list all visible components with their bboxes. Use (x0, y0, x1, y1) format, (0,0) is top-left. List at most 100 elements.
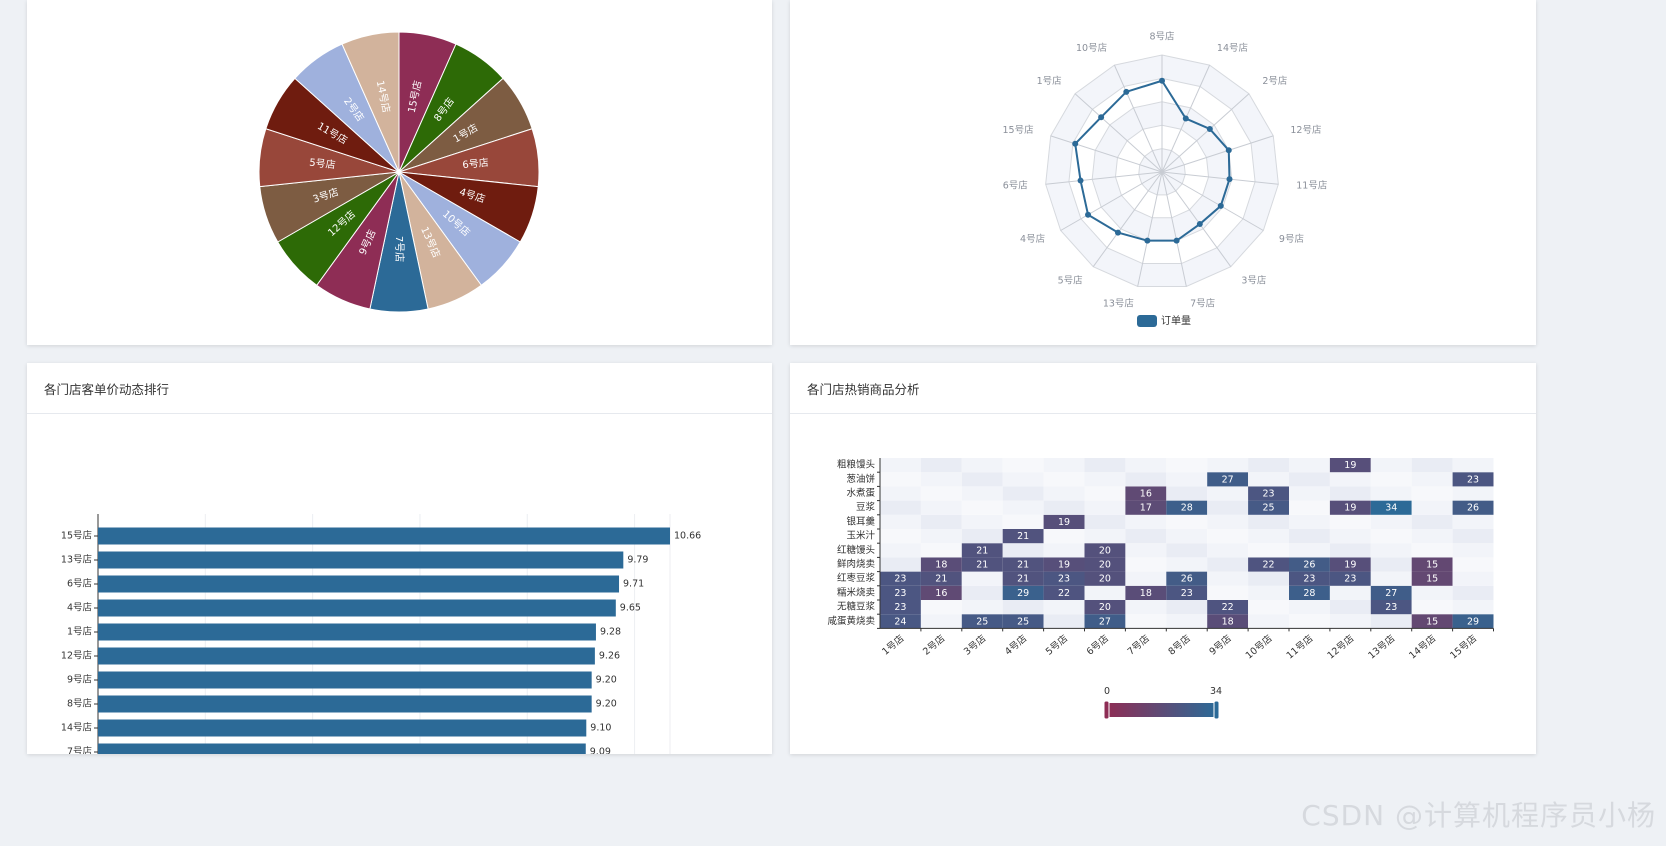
heatmap-cell (1166, 614, 1208, 629)
heatmap-cell (1329, 458, 1371, 473)
heatmap-cell (880, 557, 921, 572)
heatmap-cell-value: 16 (935, 588, 947, 599)
heatmap-cell-value: 19 (1344, 560, 1356, 571)
heatmap-cell (1084, 529, 1126, 544)
heatmap-cell (1166, 585, 1208, 600)
heatmap-cell (1084, 571, 1126, 586)
heatmap-cell (1125, 514, 1167, 529)
heatmap-cell (1002, 614, 1044, 629)
bar (98, 551, 624, 569)
heatmap-cell (880, 571, 921, 586)
radar-panel: 8号店 14号店 2号店 12号店 11号店 9号店 3号店 7号店 13号店 5号店 4号店 6号店… (790, 0, 1536, 345)
radar-chart: 8号店 14号店 2号店 12号店 11号店 9号店 3号店 7号店 13号店 5号店 4号店 6号店… (1003, 31, 1327, 327)
heatmap-cell (1166, 458, 1208, 473)
bar (98, 647, 595, 665)
heatmap-cell (1289, 614, 1330, 629)
heatmap-cell-value: 28 (1303, 588, 1315, 599)
heatmap-cell (1207, 486, 1249, 501)
heatmap-cell (880, 529, 921, 544)
radar-indicator-label: 5号店 (1058, 275, 1083, 287)
heatmap-cell (1002, 557, 1044, 572)
bar-value-label: 9.09 (590, 747, 611, 755)
heatmap-cell (1329, 486, 1371, 501)
heatmap-cell-value: 23 (1263, 489, 1275, 500)
heatmap-cell (1166, 557, 1208, 572)
heatmap-cell (1002, 543, 1044, 558)
heatmap-cell (1248, 571, 1289, 586)
heatmap-cell (1002, 600, 1044, 615)
heatmap-cell (1166, 500, 1208, 515)
radar-indicator-label: 6号店 (1003, 180, 1028, 192)
bar-value-label: 9.20 (596, 699, 617, 710)
y-category-label: 粗粮馒头 (837, 459, 875, 471)
bar-chart: 024681010.6615号店10.6613号店9.796号店9.714号店9… (61, 514, 701, 781)
heatmap-cell (1370, 571, 1412, 586)
heatmap-cell (1002, 486, 1044, 501)
heatmap-cell (1248, 472, 1289, 487)
heatmap-cell (1043, 585, 1085, 600)
radar-point (1098, 114, 1105, 121)
radar-indicator-label: 2号店 (1262, 75, 1287, 87)
heatmap-cell-value: 18 (1140, 588, 1152, 599)
heatmap-cell (1452, 614, 1494, 629)
heatmap-cell (1248, 486, 1289, 501)
heatmap-cell (1125, 486, 1167, 501)
radar-indicator-label: 15号店 (1003, 124, 1034, 136)
heatmap-cell-value: 25 (1263, 503, 1275, 514)
heatmap-cell (1411, 557, 1453, 572)
y-category-label: 水煮蛋 (846, 487, 875, 499)
heatmap-cell (1411, 514, 1453, 529)
x-category-label: 11号店 (1284, 632, 1316, 661)
radar-axis (1161, 135, 1274, 173)
heatmap-cell (1043, 529, 1085, 544)
y-category-label: 无糖豆浆 (837, 601, 876, 613)
heatmap-cell (1166, 472, 1208, 487)
heatmap-cell (961, 472, 1003, 487)
heatmap-cell-value: 26 (1467, 503, 1479, 514)
y-category-label: 7号店 (67, 746, 92, 755)
heatmap-cell (961, 529, 1003, 544)
heatmap-cell (961, 585, 1003, 600)
heatmap-cell (1452, 500, 1494, 515)
heatmap-cell (1125, 543, 1167, 558)
heatmap-cell (1370, 600, 1412, 615)
heatmap-cell-value: 23 (1303, 574, 1315, 585)
heatmap-chart: 24 25 25 27 18 15 29 咸蛋黄烧卖 23 20 22 23 无糖豆浆 23 16 29 22 1… (827, 458, 1494, 720)
heatmap-cell-value: 21 (935, 574, 947, 585)
heatmap-cell (1370, 514, 1412, 529)
radar-indicator-label: 10号店 (1076, 42, 1107, 54)
heatmap-cell-value: 18 (1222, 616, 1234, 627)
radar-point (1196, 221, 1203, 228)
heatmap-cell (1043, 486, 1085, 501)
range-handle-min (1103, 700, 1110, 720)
heatmap-cell-value: 21 (976, 545, 988, 556)
heatmap-cell (880, 458, 921, 473)
radar-axis (1060, 171, 1163, 231)
heatmap-cell (1166, 486, 1208, 501)
heatmap-cell (1207, 529, 1249, 544)
heatmap-cell (1370, 614, 1412, 629)
x-category-label: 1号店 (880, 632, 907, 657)
radar-point (1123, 88, 1130, 95)
heatmap-cell-value: 20 (1099, 560, 1111, 571)
bar (98, 575, 620, 593)
heatmap-cell-value: 34 (1385, 503, 1397, 514)
heatmap-cell (1411, 600, 1453, 615)
heatmap-cell (1166, 600, 1208, 615)
heatmap-cell-value: 22 (1263, 560, 1275, 571)
heatmap-cell (961, 486, 1003, 501)
heatmap-cell (1329, 514, 1371, 529)
heatmap-cell (1125, 614, 1167, 629)
heatmap-cell (1248, 514, 1289, 529)
radar-indicator-label: 13号店 (1103, 298, 1134, 310)
radar-point (1159, 77, 1165, 84)
heatmap-cell (920, 585, 962, 600)
heatmap-cell (880, 500, 921, 515)
heatmap-cell (880, 585, 921, 600)
heatmap-cell (1125, 600, 1167, 615)
y-category-label: 1号店 (67, 626, 92, 638)
heatmap-cell (1084, 585, 1126, 600)
heatmap-cell (1002, 514, 1044, 529)
x-category-label: 3号店 (961, 632, 988, 657)
heatmap-cell (1084, 500, 1126, 515)
